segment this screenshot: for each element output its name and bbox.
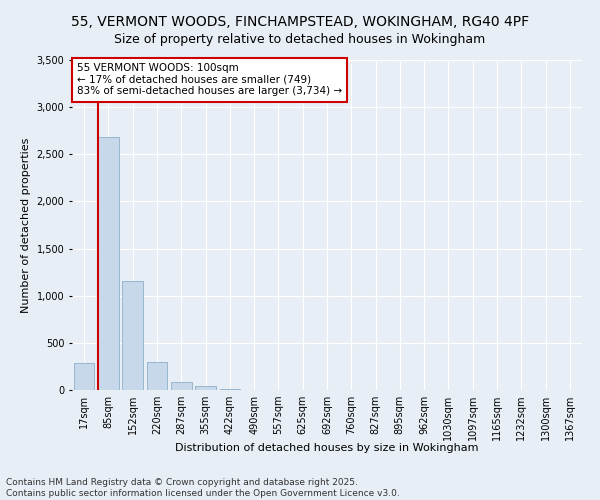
Bar <box>220 388 240 390</box>
Bar <box>146 362 167 390</box>
Bar <box>171 382 191 390</box>
X-axis label: Distribution of detached houses by size in Wokingham: Distribution of detached houses by size … <box>175 443 479 453</box>
Bar <box>195 386 216 390</box>
Bar <box>74 362 94 390</box>
Text: 55 VERMONT WOODS: 100sqm
← 17% of detached houses are smaller (749)
83% of semi-: 55 VERMONT WOODS: 100sqm ← 17% of detach… <box>77 64 342 96</box>
Bar <box>122 280 143 390</box>
Bar <box>98 138 119 390</box>
Text: Size of property relative to detached houses in Wokingham: Size of property relative to detached ho… <box>115 32 485 46</box>
Text: Contains HM Land Registry data © Crown copyright and database right 2025.
Contai: Contains HM Land Registry data © Crown c… <box>6 478 400 498</box>
Text: 55, VERMONT WOODS, FINCHAMPSTEAD, WOKINGHAM, RG40 4PF: 55, VERMONT WOODS, FINCHAMPSTEAD, WOKING… <box>71 15 529 29</box>
Y-axis label: Number of detached properties: Number of detached properties <box>21 138 31 312</box>
